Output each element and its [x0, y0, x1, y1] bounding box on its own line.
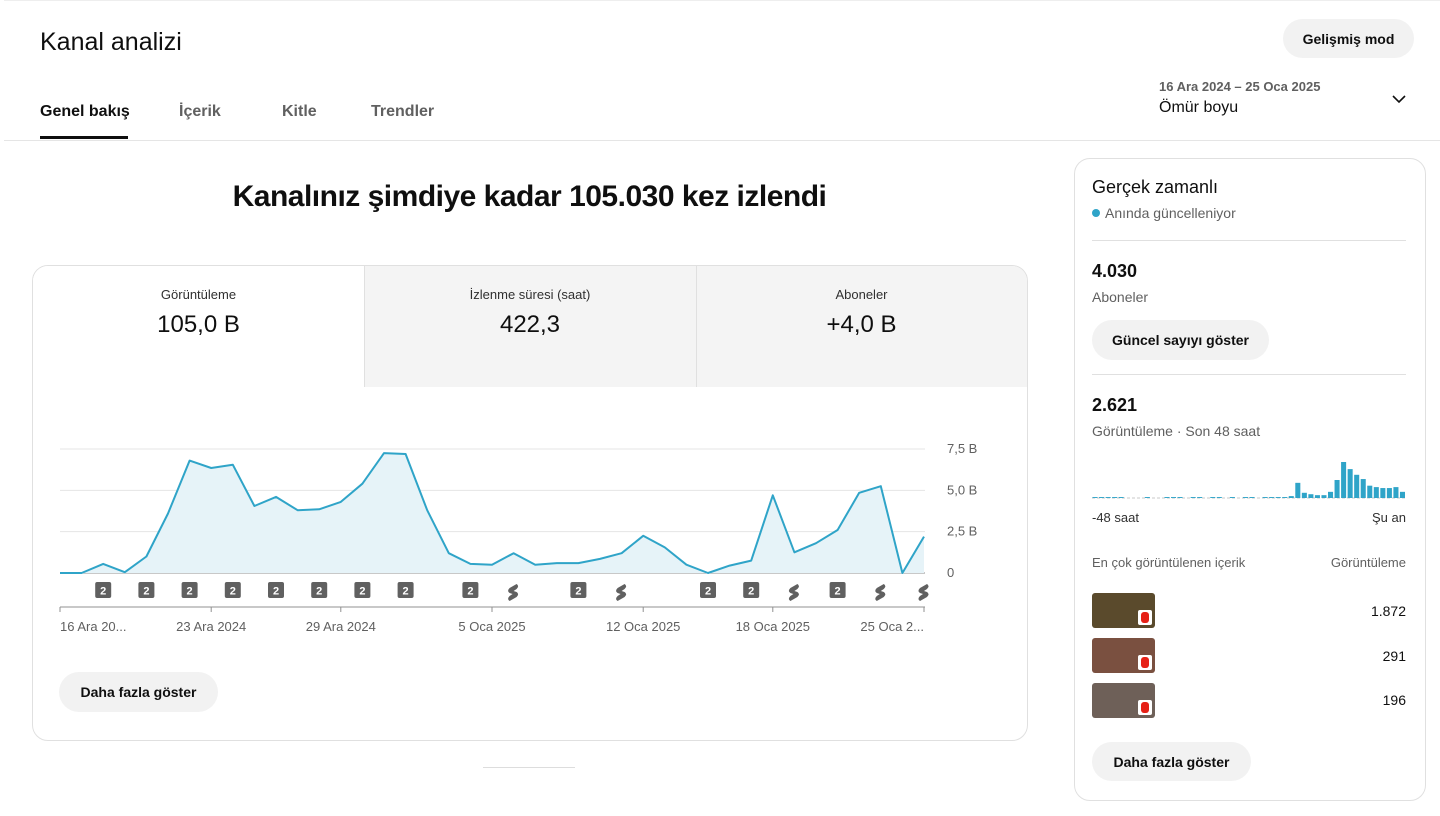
- headline: Kanalınız şimdiye kadar 105.030 kez izle…: [232, 180, 827, 213]
- top-content-metric: Görüntüleme: [1330, 555, 1406, 570]
- thumbnail[interactable]: [1092, 683, 1155, 718]
- realtime-title: Gerçek zamanlı: [1092, 177, 1219, 197]
- header: [4, 0, 1440, 141]
- metric-value: +4,0 B: [826, 311, 897, 338]
- chart-card: Görüntüleme 105,0 B İzlenme süresi (saat…: [32, 265, 1028, 741]
- chevron[interactable]: [1391, 93, 1407, 105]
- scroll-indicator: [483, 767, 575, 768]
- top-content-views: 1.872: [1370, 603, 1406, 619]
- current-count-button[interactable]: Güncel sayıyı göster: [1092, 320, 1269, 360]
- top-content-views: 291: [1382, 648, 1406, 664]
- metric-tab[interactable]: [364, 266, 697, 387]
- tab-underline: [40, 136, 128, 139]
- metric-tab[interactable]: [696, 266, 1027, 387]
- advanced-button[interactable]: Gelişmiş mod: [1283, 19, 1414, 58]
- metric-value: 422,3: [499, 311, 561, 338]
- period[interactable]: Ömür boyu: [1159, 99, 1239, 116]
- realtime-status: Anında güncelleniyor: [1105, 205, 1236, 221]
- tab[interactable]: İçerik: [179, 103, 221, 120]
- views-label: Görüntüleme · Son 48 saat: [1092, 423, 1261, 439]
- realtime-card: [1074, 158, 1426, 801]
- show-more-button[interactable]: Daha fazla göster: [1092, 742, 1251, 781]
- metric-tab[interactable]: [33, 266, 364, 387]
- divider: [1092, 240, 1406, 241]
- views-count: 2.621: [1092, 395, 1138, 415]
- thumbnail[interactable]: [1092, 638, 1155, 673]
- metric-label: İzlenme süresi (saat): [469, 287, 591, 302]
- divider: [1092, 374, 1406, 375]
- date-range[interactable]: 16 Ara 2024 – 25 Oca 2025: [1159, 79, 1321, 94]
- metric-label: Görüntüleme: [160, 287, 237, 302]
- tab[interactable]: Kitle: [282, 103, 317, 120]
- top-content-header: En çok görüntülenen içerik: [1092, 555, 1246, 570]
- metric-value: 105,0 B: [157, 311, 240, 338]
- thumbnail[interactable]: [1092, 593, 1155, 628]
- tab[interactable]: Genel bakış: [40, 103, 130, 120]
- top-content-views: 196: [1382, 692, 1406, 708]
- show-more-button[interactable]: Daha fazla göster: [59, 672, 218, 712]
- subscriber-count: 4.030: [1092, 261, 1138, 281]
- metric-label: Aboneler: [835, 287, 888, 302]
- live-dot: [1092, 209, 1100, 217]
- tab[interactable]: Trendler: [371, 103, 435, 120]
- subscriber-label: Aboneler: [1092, 289, 1149, 305]
- page-title: Kanal analizi: [40, 28, 182, 56]
